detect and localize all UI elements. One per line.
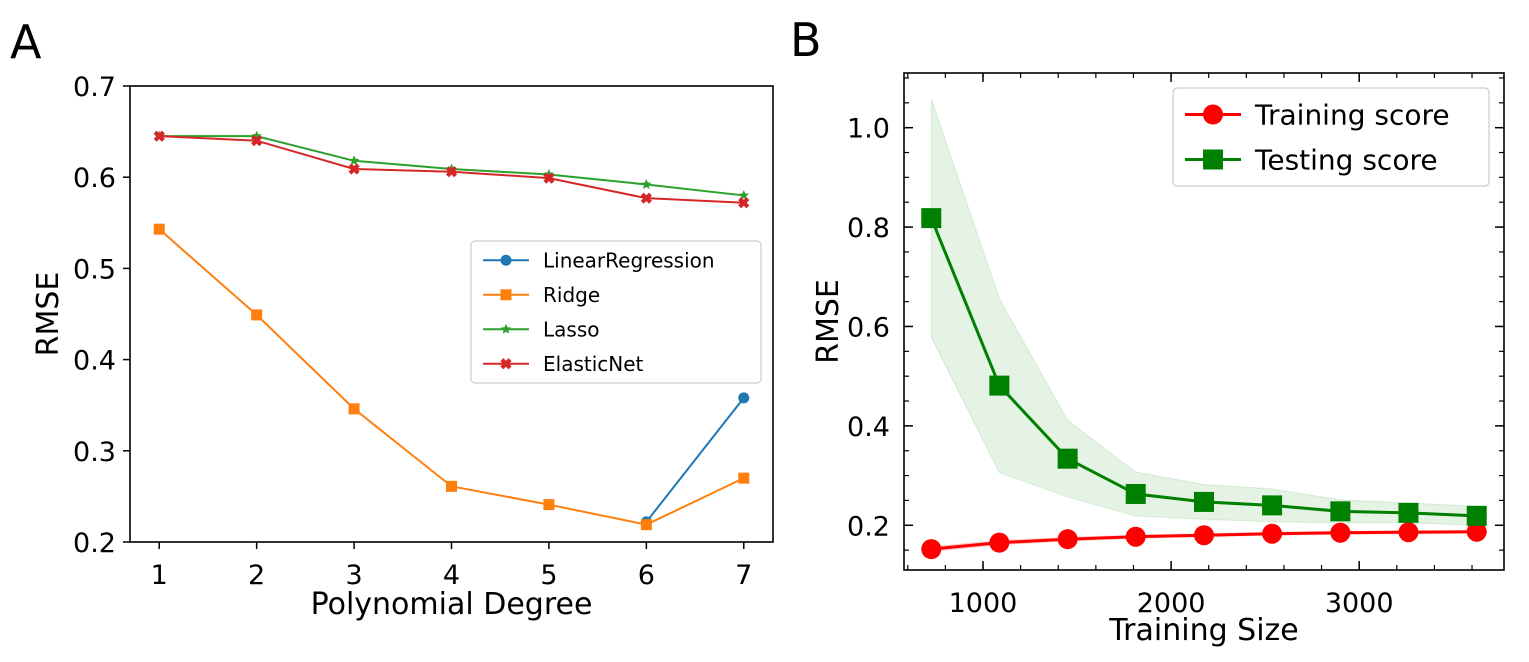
- y-tick-label: 0.2: [847, 511, 890, 542]
- y-axis-label: RMSE: [31, 272, 66, 357]
- data-point-lasso: [348, 155, 360, 166]
- data-point-elasticnet: [445, 166, 458, 178]
- legend-label-linearregression: LinearRegression: [543, 248, 715, 272]
- data-point-training-score: [1125, 526, 1146, 547]
- y-tick-label: 0.8: [847, 213, 890, 244]
- data-point-testing-score: [1057, 448, 1078, 469]
- y-tick-label: 1.0: [847, 114, 890, 145]
- data-point-training-score: [1330, 522, 1351, 543]
- panel-a-letter: A: [10, 15, 42, 69]
- data-point-lasso: [641, 179, 652, 189]
- data-point-training-score: [989, 532, 1010, 553]
- y-tick-label: 0.4: [847, 412, 890, 443]
- data-point-training-score: [1057, 529, 1078, 550]
- y-axis-label: RMSE: [811, 279, 846, 364]
- x-tick-label: 5: [540, 560, 557, 591]
- data-point-ridge: [251, 309, 263, 321]
- y-tick-label: 0.3: [73, 437, 116, 468]
- legend-label-ridge: Ridge: [543, 283, 600, 307]
- data-point-elasticnet: [348, 163, 360, 175]
- legend: LinearRegression Ridge Lasso ElasticNet: [470, 240, 762, 384]
- legend-marker-lasso: [500, 323, 512, 334]
- data-point-ridge: [738, 472, 750, 484]
- legend-marker-elasticnet: [500, 358, 512, 370]
- legend-marker-training-score: [1203, 104, 1223, 125]
- data-point-training-score: [921, 539, 942, 560]
- data-point-ridge: [348, 403, 360, 415]
- data-point-testing-score: [989, 375, 1010, 396]
- data-point-ridge: [640, 519, 652, 531]
- x-tick-label: 3000: [1325, 588, 1394, 619]
- data-point-elasticnet: [640, 192, 652, 204]
- y-tick-label: 0.4: [73, 346, 116, 377]
- data-point-ridge: [446, 480, 457, 492]
- x-tick-label: 2000: [1137, 588, 1206, 619]
- y-tick-label: 0.6: [73, 163, 116, 194]
- plot-frame: [903, 72, 1505, 571]
- x-tick-label: 2: [248, 560, 265, 591]
- legend-label-elasticnet: ElasticNet: [543, 352, 644, 376]
- y-tick-label: 0.2: [73, 528, 116, 559]
- chart-a: 1 2 3 4 5 6 7 0.2 0.3 0.4 0.5 0.6 0.7 Polynomial Degr…: [31, 72, 774, 622]
- chart-b: 1000 2000 3000 0.2 0.4 0.6 0.8 1.0 Training Size…: [811, 72, 1505, 648]
- data-point-testing-score: [1262, 495, 1283, 516]
- x-tick-label: 1000: [949, 588, 1018, 619]
- x-tick-label: 4: [443, 560, 460, 591]
- x-tick-label: 6: [638, 560, 655, 591]
- data-point-testing-score: [1330, 501, 1351, 522]
- data-point-ridge: [543, 499, 555, 511]
- x-tick-label: 1: [151, 560, 168, 591]
- y-tick-label: 0.6: [847, 312, 890, 343]
- data-point-linearregression: [738, 392, 750, 404]
- legend: Training score Testing score: [1172, 87, 1490, 187]
- x-tick-label: 3: [345, 560, 362, 591]
- legend-marker-ridge: [500, 289, 512, 301]
- data-point-training-score: [1262, 523, 1283, 544]
- data-point-elasticnet: [251, 135, 263, 147]
- legend-label-training-score: Training score: [1254, 99, 1450, 132]
- x-tick-label: 7: [735, 560, 752, 591]
- data-point-testing-score: [1125, 483, 1146, 504]
- data-point-testing-score: [1398, 502, 1419, 523]
- data-point-testing-score: [921, 208, 942, 229]
- data-point-elasticnet: [153, 130, 165, 142]
- data-point-testing-score: [1194, 491, 1214, 512]
- series-line-linearregression: [645, 397, 745, 523]
- data-point-ridge: [153, 223, 165, 235]
- x-axis-label: Training Size: [1108, 613, 1299, 648]
- data-point-elasticnet: [738, 197, 750, 209]
- y-tick-label: 0.5: [73, 254, 116, 285]
- legend-marker-testing-score: [1203, 149, 1223, 170]
- legend-label-lasso: Lasso: [543, 317, 599, 341]
- y-tick-label: 0.7: [73, 72, 116, 103]
- legend-box: [470, 240, 762, 384]
- data-point-elasticnet: [543, 172, 555, 184]
- data-point-training-score: [1194, 525, 1214, 546]
- panel-b-letter: B: [790, 13, 822, 67]
- legend-marker-linearregression: [500, 254, 512, 266]
- data-point-training-score: [1466, 521, 1487, 542]
- data-point-testing-score: [1466, 505, 1487, 526]
- x-axis-label: Polynomial Degree: [311, 587, 593, 622]
- legend-label-testing-score: Testing score: [1254, 144, 1438, 177]
- data-point-training-score: [1398, 522, 1419, 543]
- legend-box: [1172, 87, 1490, 187]
